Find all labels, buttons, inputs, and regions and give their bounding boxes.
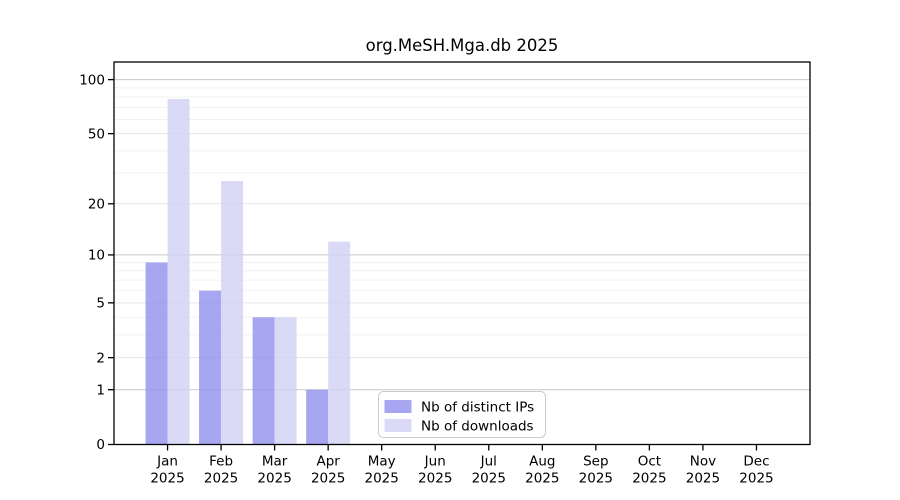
bar-nb-of-distinct-ips-jan xyxy=(145,262,168,445)
x-tick-label-mar: Mar xyxy=(262,454,288,470)
x-tick-label-dec: Dec xyxy=(743,454,769,470)
bar-nb-of-downloads-mar xyxy=(274,317,297,445)
x-tick-year-aug: 2025 xyxy=(525,471,559,487)
x-tick-year-jul: 2025 xyxy=(472,471,506,487)
legend-label-nb-of-distinct-ips: Nb of distinct IPs xyxy=(421,400,534,416)
y-tick-label-0: 0 xyxy=(96,437,105,453)
x-tick-label-nov: Nov xyxy=(690,454,716,470)
y-tick-label-50: 50 xyxy=(88,126,105,142)
bar-nb-of-downloads-feb xyxy=(221,181,244,445)
x-tick-label-oct: Oct xyxy=(638,454,661,470)
bar-nb-of-downloads-jan xyxy=(167,99,190,445)
y-tick-label-10: 10 xyxy=(88,248,105,264)
x-tick-year-sep: 2025 xyxy=(579,471,613,487)
x-tick-label-sep: Sep xyxy=(583,454,608,470)
legend-label-nb-of-downloads: Nb of downloads xyxy=(421,419,534,435)
x-tick-label-jun: Jun xyxy=(424,454,446,470)
x-tick-year-may: 2025 xyxy=(365,471,399,487)
x-tick-label-feb: Feb xyxy=(209,454,233,470)
y-tick-label-2: 2 xyxy=(96,350,105,366)
x-tick-label-jul: Jul xyxy=(480,454,497,470)
legend-box xyxy=(378,391,546,438)
bar-nb-of-downloads-apr xyxy=(328,241,351,445)
x-tick-year-oct: 2025 xyxy=(632,471,666,487)
bar-nb-of-distinct-ips-feb xyxy=(199,290,222,445)
x-tick-year-feb: 2025 xyxy=(204,471,238,487)
x-tick-year-jan: 2025 xyxy=(150,471,184,487)
x-tick-year-mar: 2025 xyxy=(257,471,291,487)
x-tick-label-aug: Aug xyxy=(529,454,555,470)
x-tick-year-apr: 2025 xyxy=(311,471,345,487)
x-tick-label-may: May xyxy=(368,454,396,470)
x-tick-label-jan: Jan xyxy=(156,454,178,470)
y-tick-label-5: 5 xyxy=(96,296,105,312)
bar-nb-of-distinct-ips-mar xyxy=(252,317,275,445)
legend-swatch-nb-of-downloads xyxy=(384,419,412,432)
bar-nb-of-distinct-ips-apr xyxy=(306,389,329,445)
y-tick-label-1: 1 xyxy=(96,382,105,398)
y-tick-label-20: 20 xyxy=(88,196,105,212)
x-tick-year-nov: 2025 xyxy=(686,471,720,487)
chart-title: org.MeSH.Mga.db 2025 xyxy=(365,36,559,55)
legend-swatch-nb-of-distinct-ips xyxy=(384,400,412,413)
x-tick-year-jun: 2025 xyxy=(418,471,452,487)
x-tick-year-dec: 2025 xyxy=(739,471,773,487)
y-tick-label-100: 100 xyxy=(79,72,105,88)
plot-border xyxy=(113,61,811,446)
x-tick-label-apr: Apr xyxy=(316,454,340,470)
